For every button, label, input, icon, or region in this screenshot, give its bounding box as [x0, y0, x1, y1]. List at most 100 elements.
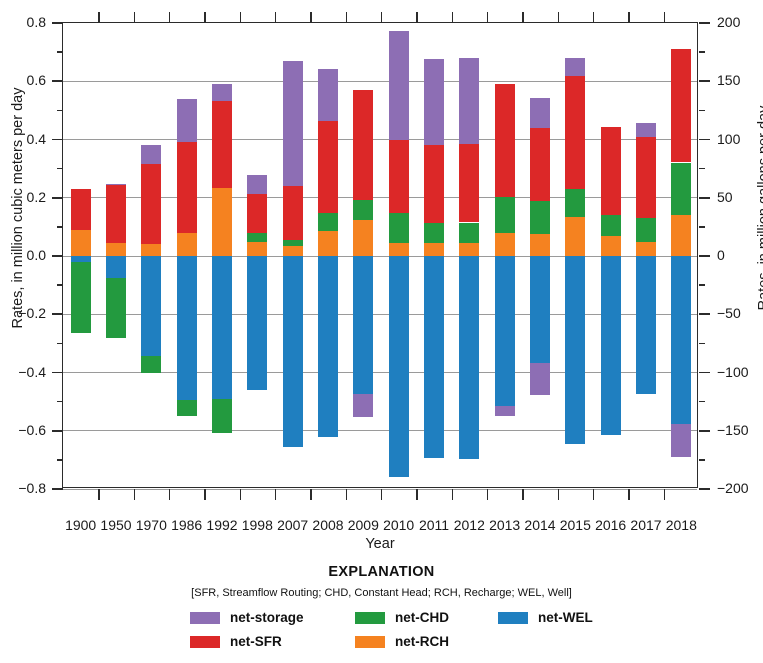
bar-segment-net-storage[interactable] [636, 122, 656, 138]
bar-segment-net-storage[interactable] [494, 405, 515, 417]
bar-column[interactable] [530, 23, 550, 489]
bar-segment-net-chd[interactable] [494, 197, 515, 234]
bar-segment-net-chd[interactable] [176, 400, 197, 416]
bar-segment-net-storage[interactable] [459, 57, 480, 145]
bar-segment-net-sfr[interactable] [141, 164, 162, 245]
bar-segment-net-rch[interactable] [565, 217, 586, 256]
bar-column[interactable] [247, 23, 268, 489]
bar-segment-net-sfr[interactable] [600, 126, 621, 215]
bar-segment-net-rch[interactable] [141, 244, 162, 256]
bar-segment-net-wel[interactable] [530, 256, 550, 364]
bar-segment-net-storage[interactable] [176, 98, 197, 143]
bar-segment-net-wel[interactable] [424, 256, 444, 458]
bar-segment-net-wel[interactable] [141, 256, 162, 356]
bar-segment-net-wel[interactable] [70, 256, 91, 263]
legend-item[interactable]: net-SFR [190, 634, 282, 649]
bar-segment-net-rch[interactable] [70, 229, 91, 256]
bar-segment-net-chd[interactable] [671, 162, 692, 216]
bar-segment-net-sfr[interactable] [530, 127, 550, 202]
bar-segment-net-chd[interactable] [70, 262, 91, 334]
bar-segment-net-chd[interactable] [212, 399, 232, 434]
bar-segment-net-rch[interactable] [600, 236, 621, 256]
bar-column[interactable] [318, 23, 338, 489]
bar-column[interactable] [388, 23, 409, 489]
bar-segment-net-storage[interactable] [530, 98, 550, 128]
bar-segment-net-rch[interactable] [212, 187, 232, 256]
bar-segment-net-chd[interactable] [106, 278, 126, 339]
bar-segment-net-chd[interactable] [424, 222, 444, 243]
bar-segment-net-storage[interactable] [282, 61, 303, 187]
bar-segment-net-rch[interactable] [247, 241, 268, 256]
bar-segment-net-chd[interactable] [459, 222, 480, 243]
bar-segment-net-storage[interactable] [212, 84, 232, 102]
bar-segment-net-storage[interactable] [671, 424, 692, 457]
bar-segment-net-sfr[interactable] [212, 101, 232, 188]
bar-segment-net-rch[interactable] [671, 215, 692, 256]
bar-column[interactable] [671, 23, 692, 489]
bar-column[interactable] [494, 23, 515, 489]
bar-column[interactable] [212, 23, 232, 489]
bar-segment-net-storage[interactable] [565, 58, 586, 76]
bar-segment-net-wel[interactable] [318, 256, 338, 438]
bar-segment-net-rch[interactable] [424, 242, 444, 256]
bar-segment-net-wel[interactable] [459, 256, 480, 460]
bar-segment-net-storage[interactable] [106, 183, 126, 185]
bar-segment-net-sfr[interactable] [459, 144, 480, 223]
bar-segment-net-chd[interactable] [565, 189, 586, 218]
bar-segment-net-rch[interactable] [530, 233, 550, 256]
bar-segment-net-wel[interactable] [106, 256, 126, 279]
bar-segment-net-sfr[interactable] [282, 186, 303, 241]
bar-segment-net-storage[interactable] [318, 68, 338, 121]
bar-segment-net-wel[interactable] [388, 256, 409, 477]
bar-segment-net-wel[interactable] [282, 256, 303, 448]
bar-segment-net-sfr[interactable] [424, 145, 444, 223]
bar-segment-net-chd[interactable] [388, 212, 409, 243]
bar-segment-net-storage[interactable] [530, 363, 550, 396]
bar-column[interactable] [565, 23, 586, 489]
bar-segment-net-chd[interactable] [247, 232, 268, 242]
bar-segment-net-chd[interactable] [636, 218, 656, 243]
bar-segment-net-chd[interactable] [282, 240, 303, 247]
bar-segment-net-rch[interactable] [388, 242, 409, 256]
bar-segment-net-storage[interactable] [424, 58, 444, 146]
bar-segment-net-sfr[interactable] [636, 137, 656, 219]
bar-column[interactable] [141, 23, 162, 489]
bar-column[interactable] [70, 23, 91, 489]
bar-segment-net-storage[interactable] [247, 175, 268, 195]
bar-segment-net-sfr[interactable] [388, 139, 409, 213]
bar-column[interactable] [600, 23, 621, 489]
bar-segment-net-sfr[interactable] [353, 89, 374, 200]
bar-segment-net-sfr[interactable] [671, 49, 692, 163]
bar-segment-net-wel[interactable] [353, 256, 374, 394]
bar-segment-net-chd[interactable] [530, 201, 550, 234]
bar-column[interactable] [353, 23, 374, 489]
bar-segment-net-sfr[interactable] [247, 194, 268, 233]
bar-segment-net-sfr[interactable] [70, 189, 91, 230]
bar-column[interactable] [282, 23, 303, 489]
bar-segment-net-chd[interactable] [353, 199, 374, 221]
bar-column[interactable] [424, 23, 444, 489]
bar-segment-net-chd[interactable] [141, 355, 162, 373]
bar-segment-net-sfr[interactable] [494, 84, 515, 198]
bar-segment-net-rch[interactable] [353, 220, 374, 256]
bar-column[interactable] [459, 23, 480, 489]
legend-item[interactable]: net-CHD [355, 610, 449, 625]
bar-column[interactable] [636, 23, 656, 489]
bar-segment-net-rch[interactable] [282, 246, 303, 256]
legend-item[interactable]: net-WEL [498, 610, 593, 625]
bar-segment-net-sfr[interactable] [565, 75, 586, 190]
bar-segment-net-rch[interactable] [459, 242, 480, 256]
bar-segment-net-rch[interactable] [494, 233, 515, 256]
bar-segment-net-rch[interactable] [176, 232, 197, 256]
bar-segment-net-wel[interactable] [212, 256, 232, 399]
bar-segment-net-sfr[interactable] [318, 120, 338, 213]
bar-column[interactable] [106, 23, 126, 489]
bar-segment-net-wel[interactable] [247, 256, 268, 391]
bar-column[interactable] [176, 23, 197, 489]
bar-segment-net-sfr[interactable] [176, 142, 197, 233]
bar-segment-net-wel[interactable] [636, 256, 656, 394]
bar-segment-net-wel[interactable] [565, 256, 586, 445]
bar-segment-net-storage[interactable] [353, 393, 374, 418]
bar-segment-net-wel[interactable] [671, 256, 692, 425]
legend-item[interactable]: net-storage [190, 610, 304, 625]
